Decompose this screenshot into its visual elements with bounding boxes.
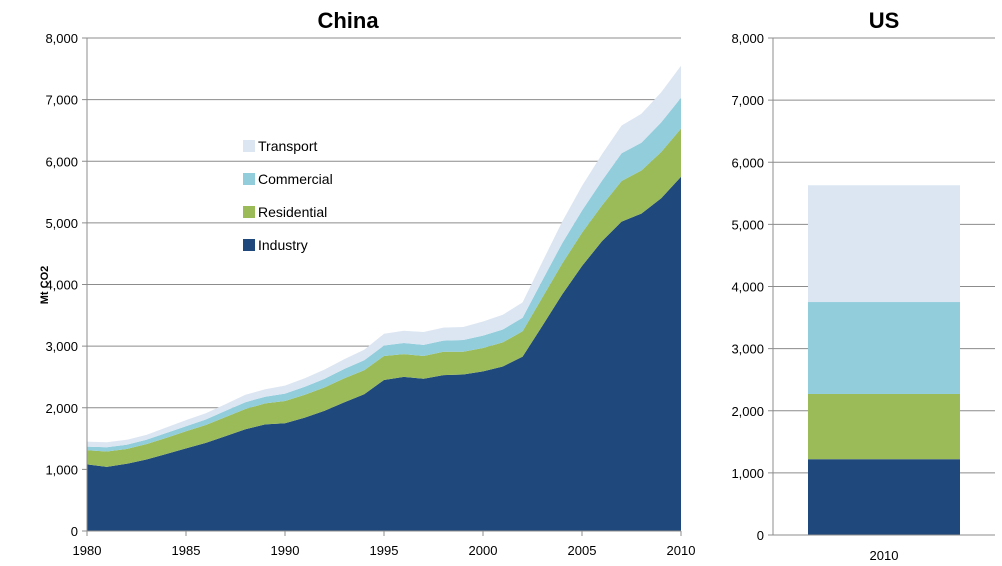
china-chart: China 0 1,000 2,000 3,000 4,000 5,000 6,000 7,0… (39, 8, 695, 558)
china-y-tick-labels: 0 1,000 2,000 3,000 4,000 5,000 6,000 7,000 8,00… (45, 31, 87, 539)
us-y-tick-label-4: 4,000 (731, 280, 764, 295)
china-y-tick-label-2: 2,000 (45, 401, 78, 416)
china-y-tick-label-8: 8,000 (45, 31, 78, 46)
us-x-tick-labels: 2010 (870, 548, 899, 563)
legend-swatch-transport (243, 140, 255, 152)
china-chart-title: China (317, 8, 379, 33)
legend-label-transport: Transport (258, 138, 318, 154)
china-x-tick-label-5: 2005 (568, 543, 597, 558)
china-x-tick-labels: 1980 1985 1990 1995 2000 2005 2010 (73, 531, 696, 558)
china-area-industry (87, 176, 681, 531)
china-x-tick-label-0: 1980 (73, 543, 102, 558)
us-y-tick-labels: 0 1,000 2,000 3,000 4,000 5,000 6,000 7,000 8,00… (731, 31, 773, 543)
china-y-tick-label-6: 6,000 (45, 154, 78, 169)
china-x-tick-label-2: 1990 (271, 543, 300, 558)
china-y-axis-label: Mt CO2 (39, 266, 51, 305)
us-y-tick-label-1: 1,000 (731, 466, 764, 481)
china-x-tick-label-3: 1995 (370, 543, 399, 558)
us-chart: US 0 1,000 2,000 3,000 4,000 5,000 6,000 7,000 8… (731, 8, 995, 563)
us-bar-segment-transport (808, 185, 960, 303)
legend-label-residential: Residential (258, 204, 327, 220)
china-y-tick-label-3: 3,000 (45, 339, 78, 354)
china-legend: Transport Commercial Residential Industry (243, 138, 333, 253)
us-y-tick-label-6: 6,000 (731, 155, 764, 170)
legend-swatch-commercial (243, 173, 255, 185)
legend-swatch-residential (243, 206, 255, 218)
us-y-tick-label-3: 3,000 (731, 342, 764, 357)
china-x-tick-label-4: 2000 (469, 543, 498, 558)
china-y-tick-label-7: 7,000 (45, 93, 78, 108)
us-y-tick-label-0: 0 (757, 528, 764, 543)
us-y-tick-label-7: 7,000 (731, 93, 764, 108)
legend-label-industry: Industry (258, 237, 308, 253)
china-x-tick-label-1: 1985 (172, 543, 201, 558)
us-chart-title: US (869, 8, 900, 33)
us-y-tick-label-5: 5,000 (731, 217, 764, 232)
china-y-tick-label-4: 4,000 (45, 278, 78, 293)
us-bar-segment-industry (808, 459, 960, 535)
us-bar-segment-commercial (808, 302, 960, 394)
us-x-tick-label-0: 2010 (870, 548, 899, 563)
china-stacked-areas (87, 65, 681, 531)
china-y-tick-label-0: 0 (71, 524, 78, 539)
us-bar-segment-residential (808, 393, 960, 460)
china-x-tick-label-6: 2010 (667, 543, 696, 558)
us-y-tick-label-8: 8,000 (731, 31, 764, 46)
us-stacked-bar (808, 185, 960, 535)
china-y-tick-label-1: 1,000 (45, 462, 78, 477)
legend-swatch-industry (243, 239, 255, 251)
china-y-tick-label-5: 5,000 (45, 216, 78, 231)
legend-label-commercial: Commercial (258, 171, 333, 187)
us-y-tick-label-2: 2,000 (731, 404, 764, 419)
